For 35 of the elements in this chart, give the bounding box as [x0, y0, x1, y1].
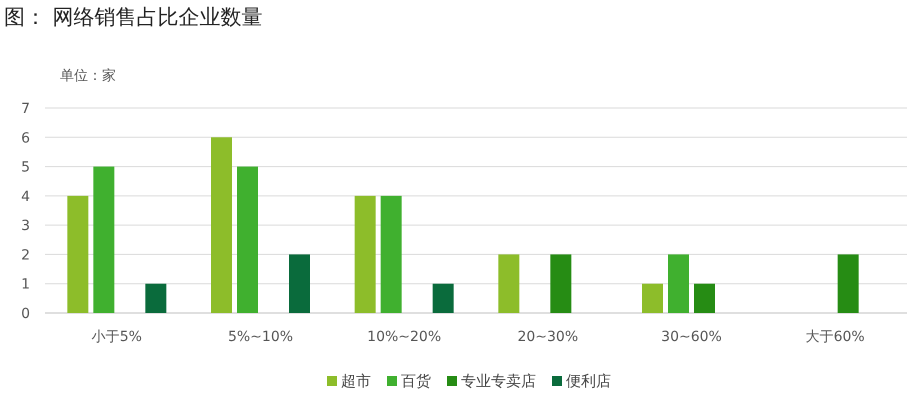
bar: [498, 254, 520, 313]
bar: [550, 254, 572, 313]
bar: [211, 137, 232, 313]
legend-label: 百货: [401, 372, 431, 390]
bar: [93, 166, 114, 313]
bar: [838, 254, 859, 313]
bar: [67, 196, 88, 313]
x-tick-label: 30~60%: [661, 329, 722, 345]
bar: [145, 284, 166, 313]
bar: [432, 284, 454, 313]
bar: [354, 196, 376, 313]
y-tick-label: 7: [21, 101, 30, 117]
bar: [289, 254, 310, 313]
legend-label: 便利店: [566, 372, 611, 390]
legend-label: 专业专卖店: [461, 372, 536, 390]
bar: [642, 284, 663, 313]
y-tick-label: 6: [21, 130, 30, 146]
x-tick-label: 小于5%: [92, 329, 142, 345]
bar: [694, 284, 715, 313]
x-tick-label: 20~30%: [517, 329, 578, 345]
bar: [668, 254, 689, 313]
y-tick-label: 3: [21, 218, 30, 234]
y-tick-label: 5: [21, 160, 30, 176]
y-tick-label: 4: [21, 188, 30, 205]
legend-label: 超市: [341, 372, 371, 390]
x-tick-label: 10%~20%: [367, 329, 442, 345]
y-tick-label: 1: [21, 276, 30, 293]
bar: [237, 166, 258, 313]
chart-title: 图： 网络销售占比企业数量: [4, 5, 263, 29]
x-tick-label: 5%~10%: [228, 329, 294, 345]
x-tick-label: 大于60%: [806, 329, 865, 345]
y-tick-label: 0: [21, 306, 30, 322]
y-tick-label: 2: [21, 247, 30, 264]
bar: [380, 196, 402, 313]
y-axis-title: 单位：家: [60, 68, 116, 84]
